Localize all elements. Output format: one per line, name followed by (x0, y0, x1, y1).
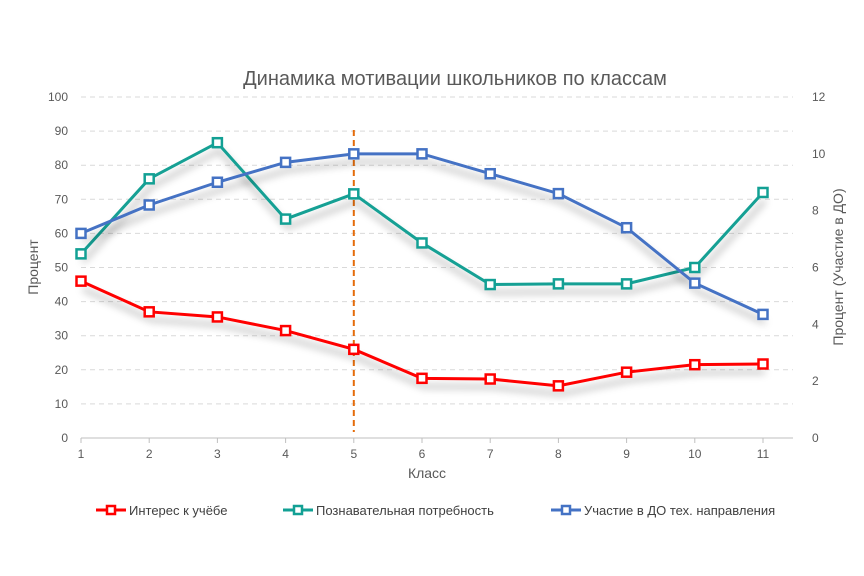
data-point (416, 237, 428, 249)
data-point (348, 188, 360, 200)
x-tick-label: 2 (146, 447, 153, 461)
x-tick-label: 10 (688, 447, 702, 461)
x-tick-label: 4 (282, 447, 289, 461)
data-point (689, 261, 701, 274)
y-tick-label: 70 (55, 192, 69, 206)
y-tick-label: 30 (55, 329, 69, 343)
legend-label: Интерес к учёбе (129, 503, 227, 518)
data-point (211, 176, 224, 188)
data-point (689, 358, 701, 371)
data-point (416, 372, 428, 385)
y-tick-label: 20 (55, 363, 69, 377)
y2-tick-label: 4 (812, 317, 819, 331)
y2-tick-label: 6 (812, 261, 819, 275)
y-tick-label: 90 (55, 124, 69, 138)
data-point (484, 278, 496, 291)
data-point (689, 277, 701, 289)
data-point (552, 187, 565, 200)
x-tick-label: 3 (214, 447, 221, 461)
x-tick-label: 11 (757, 447, 770, 461)
data-point (757, 358, 769, 370)
y2-tick-label: 0 (812, 431, 819, 445)
chart-title: Динамика мотивации школьников по классам (243, 68, 667, 90)
series-line (79, 140, 765, 287)
x-tick-label: 6 (419, 447, 426, 461)
y2-tick-label: 10 (812, 147, 826, 161)
data-point (75, 275, 87, 287)
data-point (279, 213, 292, 225)
legend-marker (560, 504, 572, 516)
data-point (484, 373, 496, 385)
legend-item: Участие в ДО тех. направления (551, 503, 775, 518)
data-point (552, 380, 565, 392)
y-tick-label: 100 (48, 90, 68, 104)
data-point (75, 227, 87, 240)
data-point (620, 366, 633, 378)
data-point (416, 148, 428, 160)
y-tick-label: 80 (55, 158, 69, 172)
legend-item: Интерес к учёбе (96, 503, 227, 518)
legend-marker (292, 504, 304, 516)
x-tick-label: 5 (350, 447, 357, 461)
series-2 (75, 148, 769, 321)
x-tick-label: 1 (78, 447, 85, 461)
data-point (279, 324, 292, 337)
data-point (620, 278, 633, 290)
y2-tick-label: 2 (812, 374, 819, 388)
y2-tick-label: 12 (812, 90, 826, 104)
x-tick-label: 7 (487, 447, 494, 461)
x-tick-label: 9 (623, 447, 630, 461)
data-point (552, 278, 565, 290)
data-point (757, 308, 769, 321)
data-point (75, 248, 87, 260)
y-tick-label: 10 (55, 397, 69, 411)
series-line (80, 152, 764, 316)
y2-tick-label: 8 (812, 204, 819, 218)
x-tick-label: 8 (555, 447, 562, 461)
x-axis-label: Класс (408, 465, 446, 481)
y2-axis-label: Процент (Участие в ДО) (830, 188, 846, 345)
y-tick-label: 40 (55, 295, 69, 309)
series-0 (75, 275, 769, 392)
y-tick-label: 60 (55, 226, 69, 240)
legend-label: Познавательная потребность (316, 503, 494, 518)
data-point (211, 311, 224, 323)
y-tick-label: 50 (55, 261, 69, 275)
legend-item: Познавательная потребность (283, 503, 494, 518)
data-point (757, 186, 769, 199)
legend-marker (105, 504, 117, 516)
data-point (143, 199, 155, 211)
y-axis-label: Процент (25, 239, 41, 295)
y-tick-label: 0 (61, 431, 68, 445)
data-point (279, 156, 292, 169)
series-1 (75, 136, 769, 291)
data-point (143, 306, 155, 318)
data-point (143, 173, 155, 185)
data-point (620, 221, 633, 234)
data-point (211, 136, 224, 149)
data-point (484, 167, 496, 180)
data-point (348, 148, 360, 160)
legend-label: Участие в ДО тех. направления (584, 503, 775, 518)
data-point (348, 343, 360, 356)
